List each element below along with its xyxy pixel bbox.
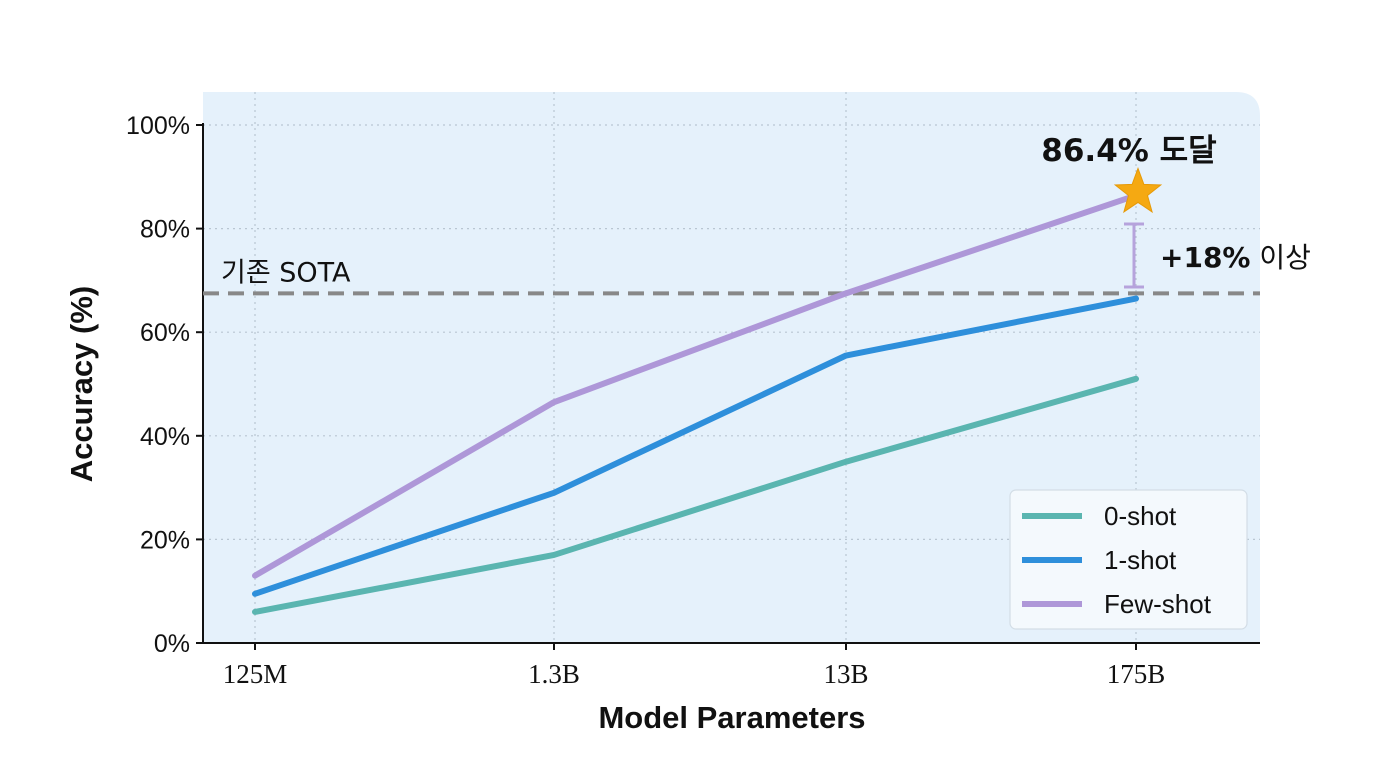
plot-background: [203, 92, 1260, 643]
x-tick-label: 1.3B: [528, 659, 580, 689]
peak-label: 86.4% 도달: [1041, 133, 1216, 169]
legend-label: 1-shot: [1104, 545, 1177, 575]
x-tick-label: 13B: [823, 659, 868, 689]
star-icon: [1113, 166, 1163, 214]
y-tick-label: 20%: [140, 526, 190, 554]
gain-label-suffix: 이상: [1250, 241, 1310, 274]
series-line-0-shot: [252, 375, 1139, 615]
y-tick-label: 60%: [140, 319, 190, 347]
y-tick-label: 40%: [140, 423, 190, 451]
x-tick-label: 175B: [1107, 659, 1166, 689]
series-line-1-shot: [252, 295, 1139, 597]
y-tick-label: 0%: [154, 630, 190, 658]
gain-label-value: +18%: [1160, 241, 1250, 274]
series-line-few-shot: [252, 192, 1139, 579]
legend-label: Few-shot: [1104, 589, 1212, 619]
x-axis-title: Model Parameters: [598, 700, 865, 735]
y-tick-label: 80%: [140, 216, 190, 244]
y-tick-label: 100%: [126, 112, 190, 140]
x-tick-label: 125M: [223, 659, 288, 689]
legend-label: 0-shot: [1104, 501, 1177, 531]
legend: 0-shot 1-shot Few-shot: [1009, 489, 1248, 630]
sota-label: 기존 SOTA: [221, 257, 351, 288]
legend-box: [1009, 489, 1248, 630]
gain-label: +18% 이상: [1160, 241, 1311, 274]
y-axis-title: Accuracy (%): [64, 286, 99, 482]
